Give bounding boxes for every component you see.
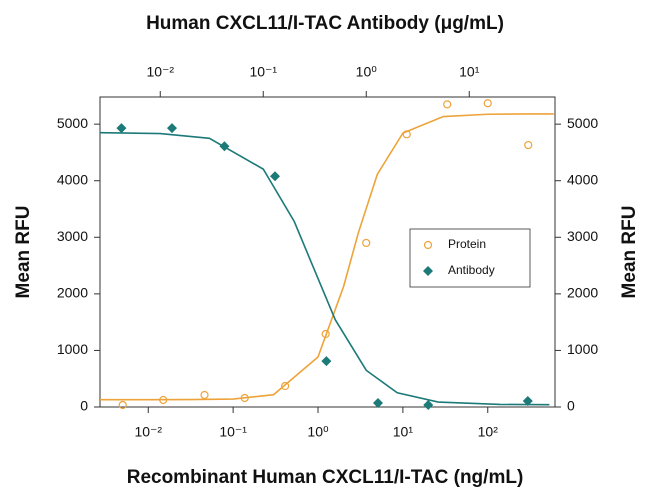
- y-axis-label: Mean RFU: [13, 206, 34, 299]
- y-tick-label: 1000: [57, 341, 88, 357]
- y-tick-label: 4000: [57, 171, 88, 187]
- point: [402, 130, 411, 139]
- x-axis-label: Recombinant Human CXCL11/I-TAC (ng/mL): [127, 467, 524, 488]
- point: [423, 400, 434, 411]
- fit-curve: [100, 113, 554, 401]
- point: [200, 390, 209, 400]
- fit-curve: [99, 131, 550, 406]
- point: [219, 141, 230, 152]
- point: [118, 400, 127, 410]
- y2-tick-label: 0: [567, 398, 575, 414]
- plot-frame: [99, 96, 556, 408]
- y2-axis-label: Mean RFU: [619, 206, 640, 299]
- chart-title: Human CXCL11/I-TAC Antibody (μg/mL): [146, 13, 504, 34]
- point: [483, 99, 492, 108]
- point: [240, 393, 249, 403]
- y2-tick-label: 3000: [567, 228, 598, 244]
- x-tick-label: 10⁻¹: [219, 424, 247, 440]
- legend-marker: [423, 266, 433, 276]
- x-tick-label: 10⁻²: [134, 424, 162, 440]
- x2-tick-label: 10⁻²: [146, 64, 174, 80]
- y2-tick-label: 5000: [567, 115, 598, 131]
- y-tick-label: 0: [80, 398, 88, 414]
- point: [524, 140, 533, 150]
- point: [522, 396, 533, 407]
- y-tick-label: 3000: [57, 228, 88, 244]
- legend-box: [409, 228, 531, 288]
- point: [321, 329, 330, 339]
- legend-label: Antibody: [448, 263, 495, 277]
- point: [443, 100, 452, 109]
- point: [372, 398, 383, 409]
- x2-tick-label: 10¹: [459, 64, 480, 80]
- point: [362, 238, 371, 248]
- x-tick-label: 10⁰: [307, 424, 329, 440]
- y-tick-label: 5000: [57, 115, 88, 131]
- point: [321, 356, 332, 367]
- y-tick-label: 2000: [57, 285, 88, 301]
- x-tick-label: 10¹: [393, 424, 414, 440]
- y2-tick-label: 1000: [567, 341, 598, 357]
- point: [166, 123, 177, 134]
- y2-tick-label: 4000: [567, 171, 598, 187]
- point: [159, 395, 168, 405]
- point: [116, 123, 127, 134]
- legend-label: Protein: [448, 237, 486, 251]
- y2-tick-label: 2000: [567, 285, 598, 301]
- x2-tick-label: 10⁰: [356, 64, 378, 80]
- x-tick-label: 10²: [478, 424, 499, 440]
- point: [281, 381, 290, 391]
- point: [269, 171, 280, 182]
- legend-marker: [423, 240, 433, 250]
- x2-tick-label: 10⁻¹: [249, 64, 277, 80]
